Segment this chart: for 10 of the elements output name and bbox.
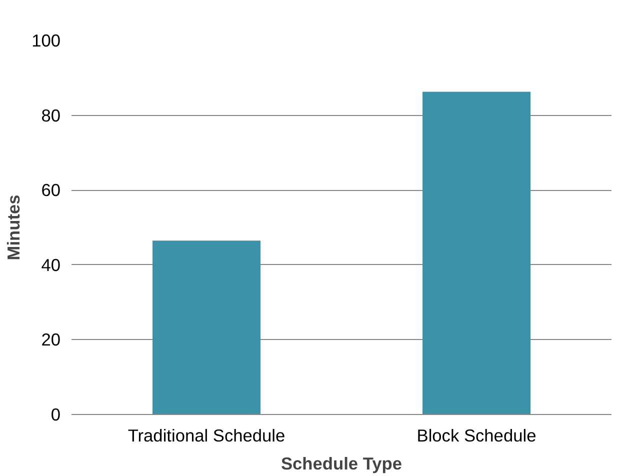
y-tick-label: 20 bbox=[41, 330, 61, 350]
y-tick-label: 0 bbox=[50, 404, 61, 424]
y-axis-title: Minutes bbox=[4, 194, 24, 260]
y-tick-label: 100 bbox=[32, 30, 61, 50]
y-tick-label: 40 bbox=[41, 254, 61, 275]
x-axis-title: Schedule Type bbox=[280, 454, 402, 474]
x-tick-label: Traditional Schedule bbox=[128, 426, 286, 446]
x-tick-label: Block Schedule bbox=[416, 426, 536, 446]
y-tick-label: 80 bbox=[41, 105, 61, 126]
y-tick-label: 60 bbox=[41, 180, 61, 200]
